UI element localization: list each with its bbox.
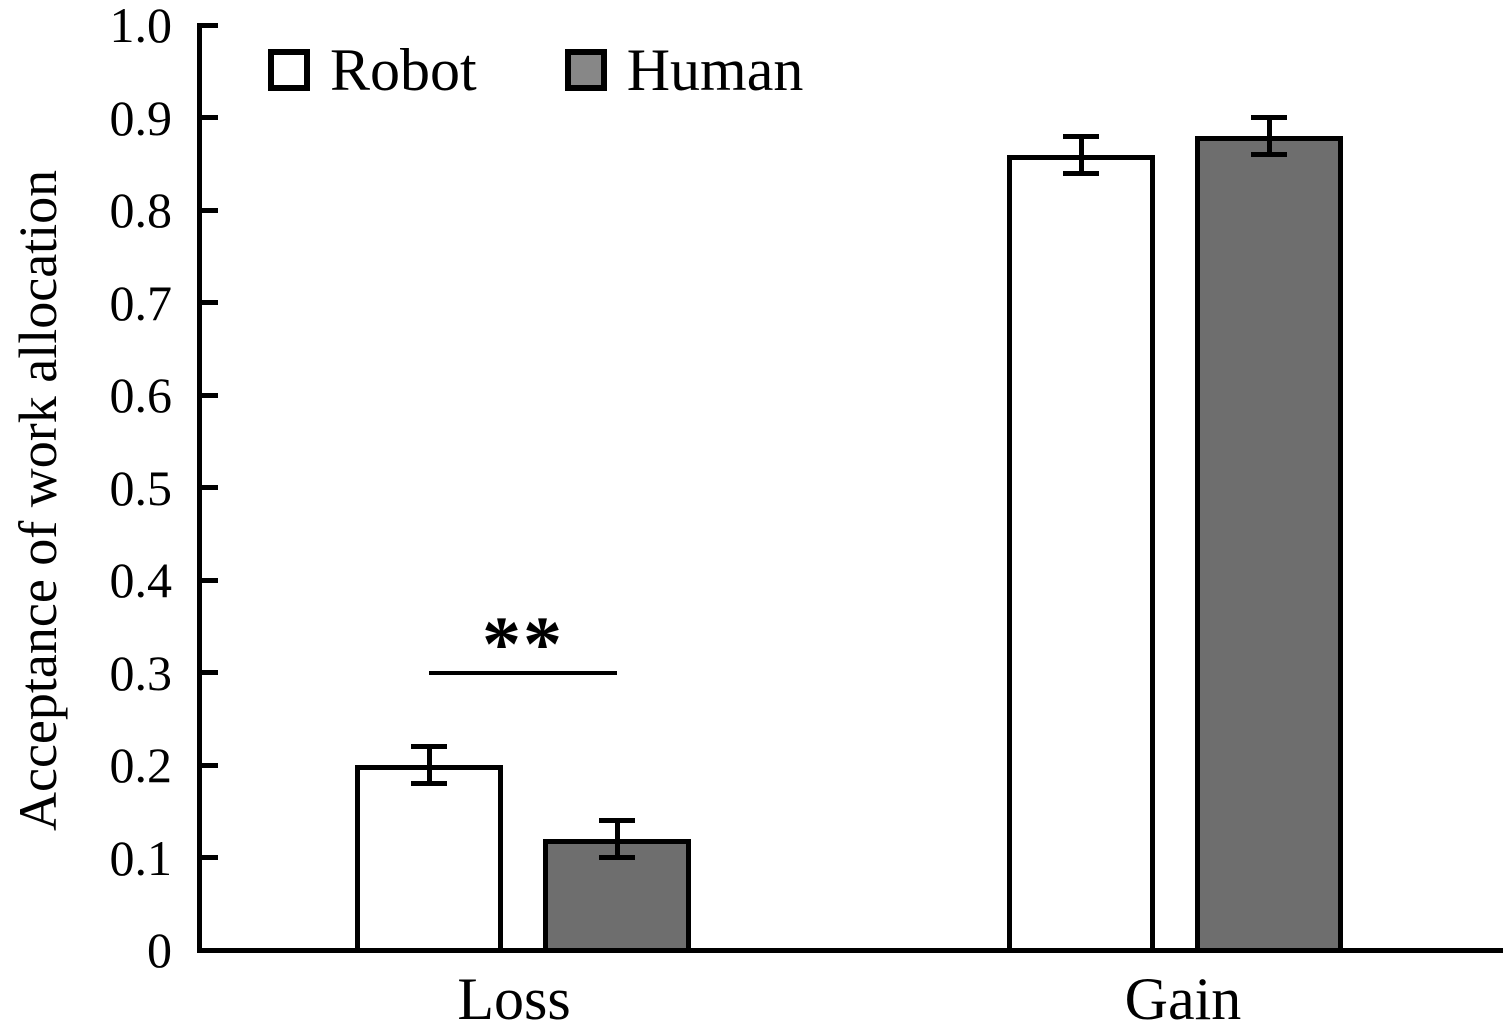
error-cap-top-gain-human	[1251, 115, 1287, 120]
error-cap-top-loss-robot	[411, 744, 447, 749]
x-axis-line	[197, 948, 1503, 953]
y-tick-label-0.7: 0.7	[109, 274, 173, 331]
y-tick-label-0.3: 0.3	[109, 644, 173, 701]
bar-loss-robot	[355, 765, 503, 953]
y-tick-label-1.0: 1.0	[109, 0, 173, 53]
legend-item-robot: Robot	[268, 40, 477, 100]
y-tick-mark-0.6	[202, 392, 218, 398]
y-tick-label-0.4: 0.4	[109, 552, 173, 608]
x-category-label-gain: Gain	[1124, 966, 1242, 1032]
x-category-label-loss: Loss	[457, 966, 571, 1032]
error-cap-bottom-gain-human	[1251, 152, 1287, 157]
y-tick-label-0.5: 0.5	[109, 459, 173, 516]
legend-label-human: Human	[626, 37, 804, 103]
bar-gain-robot	[1007, 154, 1155, 953]
legend-swatch-human	[564, 49, 607, 91]
error-cap-bottom-gain-robot	[1063, 170, 1099, 176]
error-cap-bottom-loss-robot	[411, 781, 447, 786]
y-tick-label-0.6: 0.6	[109, 367, 173, 423]
y-tick-mark-0.7	[202, 300, 218, 305]
error-cap-bottom-loss-human	[599, 855, 635, 860]
y-tick-mark-0.3	[202, 670, 218, 675]
y-tick-mark-0.5	[202, 485, 218, 490]
y-tick-label-0.1: 0.1	[109, 829, 173, 886]
legend-swatch-robot	[268, 49, 310, 91]
y-tick-mark-0	[202, 947, 218, 953]
y-tick-label-0.8: 0.8	[109, 182, 173, 238]
bar-gain-human	[1195, 136, 1343, 953]
y-tick-label-0.2: 0.2	[109, 737, 173, 793]
error-bar-gain-robot	[1078, 136, 1084, 173]
error-bar-gain-human	[1266, 117, 1272, 155]
error-cap-top-loss-human	[599, 818, 635, 823]
legend-item-human: Human	[564, 37, 804, 103]
y-tick-mark-1.0	[202, 22, 218, 28]
significance-line	[429, 670, 617, 675]
error-bar-loss-robot	[426, 746, 432, 784]
y-tick-label-0.9: 0.9	[109, 89, 173, 146]
legend-label-robot: Robot	[330, 37, 477, 103]
y-tick-mark-0.9	[202, 115, 218, 120]
error-cap-top-gain-robot	[1063, 133, 1099, 139]
y-tick-mark-0.8	[202, 207, 218, 213]
y-tick-mark-0.2	[202, 762, 218, 768]
y-tick-mark-0.4	[202, 577, 218, 583]
y-tick-mark-0.1	[202, 855, 218, 860]
error-bar-loss-human	[614, 820, 620, 858]
y-tick-label-0: 0	[147, 922, 172, 978]
significance-label: **	[482, 599, 564, 687]
legend: Robot Human	[268, 40, 803, 100]
y-axis-line	[197, 23, 202, 953]
